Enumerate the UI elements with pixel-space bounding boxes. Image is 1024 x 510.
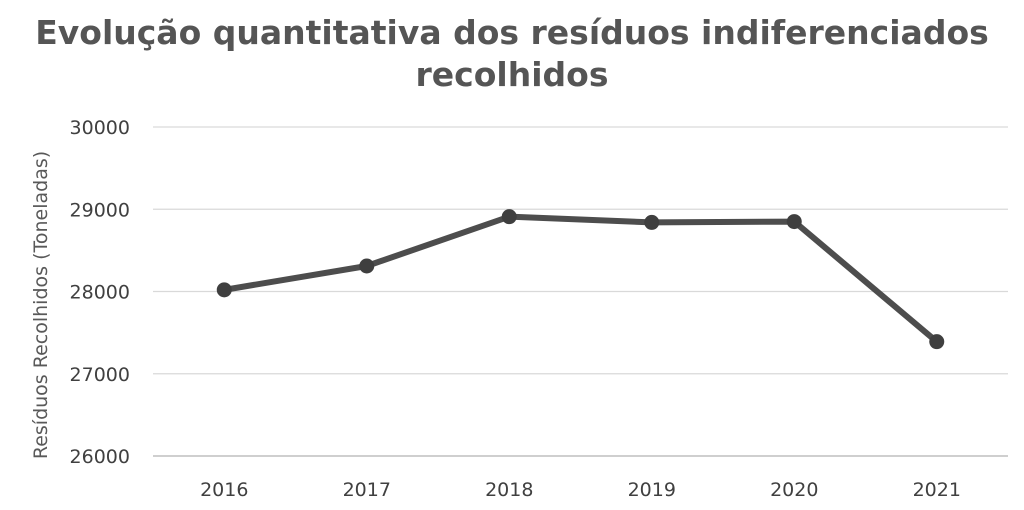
data-point <box>216 282 232 298</box>
x-tick-label: 2017 <box>343 479 391 501</box>
series-line <box>221 213 940 345</box>
x-tick-label: 2021 <box>913 479 961 501</box>
y-tick-labels: 26000 27000 28000 29000 30000 <box>70 117 130 468</box>
data-point <box>929 334 945 350</box>
x-tick-label: 2020 <box>770 479 818 501</box>
y-tick-label: 29000 <box>70 199 130 221</box>
y-tick-label: 27000 <box>70 364 130 386</box>
y-axis-title: Resíduos Recolhidos (Toneladas) <box>30 151 52 459</box>
chart-title: Evolução quantitativa dos resíduos indif… <box>0 12 1024 96</box>
x-tick-label: 2018 <box>485 479 533 501</box>
data-point <box>359 258 375 274</box>
gridlines <box>153 126 1008 375</box>
data-point <box>501 209 517 225</box>
chart-title-line-2: recolhidos <box>415 55 609 94</box>
y-tick-label: 26000 <box>70 446 130 468</box>
series <box>216 209 945 350</box>
y-tick-label: 28000 <box>70 282 130 304</box>
data-point <box>786 214 802 230</box>
x-tick-labels: 2016 2017 2018 2019 2020 2021 <box>200 479 961 501</box>
x-tick-label: 2016 <box>200 479 248 501</box>
x-tick-label: 2019 <box>628 479 676 501</box>
data-point <box>644 214 660 230</box>
y-tick-label: 30000 <box>70 117 130 139</box>
chart-title-line-1: Evolução quantitativa dos resíduos indif… <box>35 13 989 52</box>
